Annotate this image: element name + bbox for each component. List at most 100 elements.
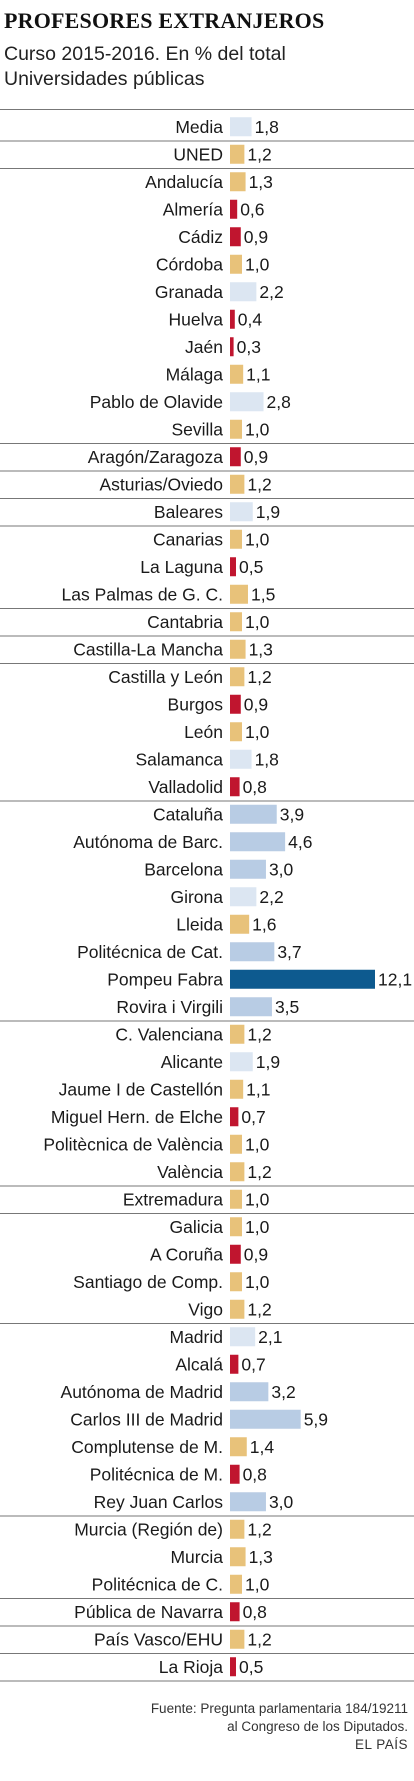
- bar: [230, 832, 286, 852]
- bar: [230, 1519, 245, 1539]
- category-label: Murcia (Región de): [74, 1519, 223, 1539]
- value-label: 0,7: [241, 1107, 265, 1127]
- value-label: 0,3: [237, 337, 261, 357]
- bar: [230, 1657, 236, 1677]
- value-label: 0,8: [243, 1464, 267, 1484]
- value-label: 1,5: [251, 584, 275, 604]
- category-label: Barcelona: [144, 859, 223, 879]
- value-label: 1,4: [250, 1437, 275, 1457]
- bar: [230, 584, 248, 604]
- category-label: Pompeu Fabra: [107, 969, 223, 989]
- category-label: Cádiz: [178, 227, 223, 247]
- category-label: Rovira i Virgili: [116, 997, 223, 1017]
- category-label: Pablo de Olavide: [90, 392, 223, 412]
- bar: [230, 1107, 239, 1127]
- category-label: Baleares: [154, 502, 223, 522]
- bar: [230, 254, 242, 274]
- subtitle-line-2: Universidades públicas: [4, 68, 205, 90]
- category-label: Lleida: [176, 914, 223, 934]
- value-label: 0,9: [244, 447, 268, 467]
- bar: [230, 1629, 245, 1649]
- value-label: 1,0: [245, 254, 270, 274]
- category-label: Galicia: [170, 1217, 224, 1237]
- bar: [230, 1409, 301, 1429]
- category-label: Politécnica de Cat.: [77, 942, 223, 962]
- category-label: Santiago de Comp.: [73, 1272, 223, 1292]
- category-label: València: [157, 1162, 223, 1182]
- category-label: Murcia: [170, 1547, 223, 1567]
- value-label: 1,2: [247, 1519, 271, 1539]
- bar: [230, 639, 246, 659]
- bar: [230, 309, 235, 329]
- bar: [230, 1574, 242, 1594]
- bar: [230, 1024, 245, 1044]
- bar: [230, 227, 241, 247]
- value-label: 1,2: [247, 667, 271, 687]
- category-label: País Vasco/EHU: [94, 1629, 223, 1649]
- value-label: 1,0: [245, 612, 270, 632]
- bar: [230, 1492, 266, 1512]
- value-label: 0,8: [243, 777, 267, 797]
- bar: [230, 557, 236, 577]
- value-label: 2,1: [258, 1327, 282, 1347]
- value-label: 1,6: [252, 914, 276, 934]
- category-label: Alicante: [161, 1052, 223, 1072]
- bar: [230, 502, 253, 522]
- value-label: 4,6: [288, 832, 312, 852]
- category-label: Cantabria: [147, 612, 223, 632]
- value-label: 1,1: [246, 364, 270, 384]
- value-label: 0,9: [244, 694, 268, 714]
- value-label: 0,9: [244, 227, 268, 247]
- bar: [230, 1437, 247, 1457]
- value-label: 1,9: [256, 1052, 280, 1072]
- value-label: 3,9: [280, 804, 304, 824]
- category-label: Asturias/Oviedo: [99, 474, 223, 494]
- value-label: 1,1: [246, 1079, 270, 1099]
- value-label: 3,0: [269, 859, 294, 879]
- bar: [230, 1602, 240, 1622]
- bar: [230, 1189, 242, 1209]
- value-label: 0,9: [244, 1244, 268, 1264]
- category-label: Media: [175, 117, 223, 137]
- value-label: 12,1: [378, 969, 412, 989]
- category-label: Huelva: [169, 309, 224, 329]
- category-label: Madrid: [170, 1327, 224, 1347]
- category-label: Girona: [170, 887, 223, 907]
- value-label: 1,3: [249, 639, 273, 659]
- category-label: Autónoma de Madrid: [61, 1382, 223, 1402]
- value-label: 1,0: [245, 722, 270, 742]
- bar: [230, 117, 252, 137]
- category-label: Málaga: [166, 364, 224, 384]
- bar: [230, 612, 242, 632]
- bar: [230, 419, 242, 439]
- bar: [230, 942, 275, 962]
- bar: [230, 859, 266, 879]
- category-label: Jaén: [185, 337, 223, 357]
- bar: [230, 447, 241, 467]
- bar: [230, 144, 245, 164]
- category-label: Politécnica de C.: [92, 1574, 223, 1594]
- source-note: Fuente: Pregunta parlamentaria 184/19211…: [151, 1700, 408, 1754]
- category-label: Extremadura: [123, 1189, 223, 1209]
- bar: [230, 364, 244, 384]
- bar: [230, 1079, 244, 1099]
- category-label: Valladolid: [148, 777, 223, 797]
- bar: [230, 1217, 242, 1237]
- source-line-2: al Congreso de los Diputados.: [227, 1719, 408, 1734]
- value-label: 1,2: [247, 144, 271, 164]
- source-line-1: Fuente: Pregunta parlamentaria 184/19211: [150, 1701, 408, 1716]
- value-label: 1,0: [245, 419, 270, 439]
- category-label: La Rioja: [159, 1657, 223, 1677]
- value-label: 1,2: [247, 1162, 271, 1182]
- value-label: 5,9: [304, 1409, 328, 1429]
- bar: [230, 1134, 242, 1154]
- category-label: Andalucía: [145, 172, 223, 192]
- category-label: Castilla y León: [108, 667, 223, 687]
- value-label: 1,2: [247, 474, 271, 494]
- category-label: La Laguna: [140, 557, 223, 577]
- bar: [230, 887, 257, 907]
- bar: [230, 1382, 269, 1402]
- bar: [230, 804, 277, 824]
- bar: [230, 1052, 253, 1072]
- chart-title: PROFESORES EXTRANJEROS: [4, 8, 325, 33]
